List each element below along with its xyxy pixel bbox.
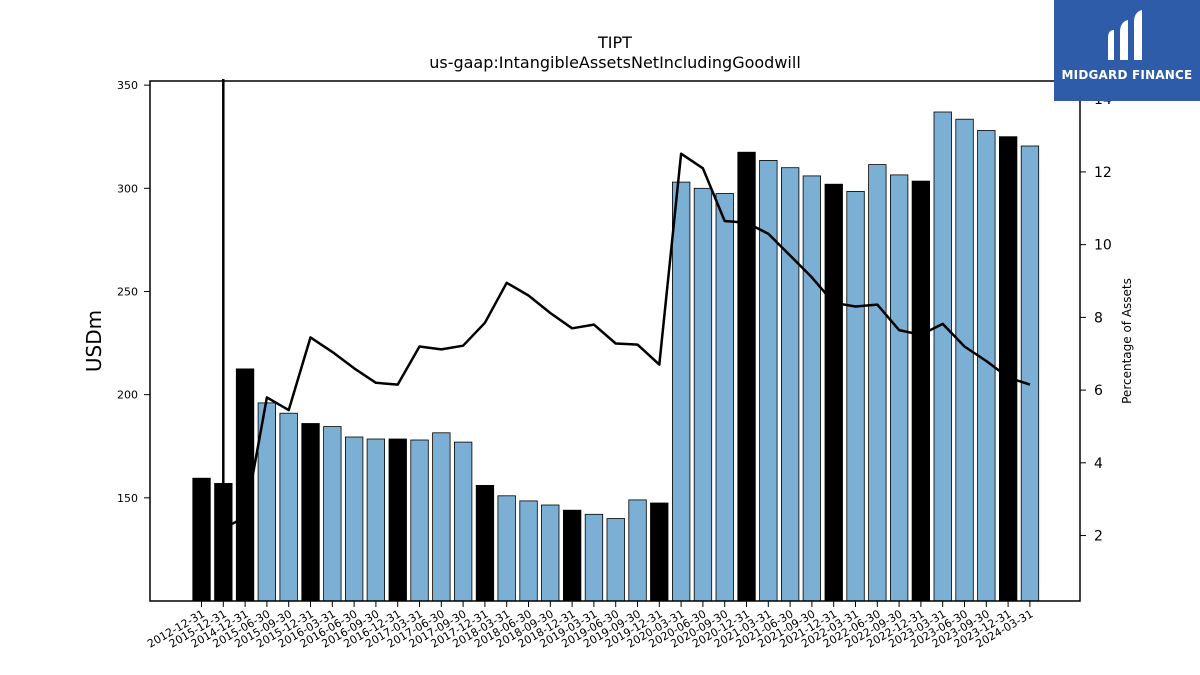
y2-tick-label: 12 bbox=[1094, 165, 1112, 181]
bar bbox=[999, 136, 1018, 602]
bar bbox=[366, 438, 386, 602]
plot-frame bbox=[149, 80, 1081, 602]
bar bbox=[279, 412, 298, 602]
bar bbox=[388, 438, 407, 602]
percentage-line bbox=[222, 79, 1031, 530]
y-tick-label: 250 bbox=[117, 285, 138, 298]
bar bbox=[715, 193, 734, 602]
bar bbox=[432, 432, 451, 602]
y-tick-label: 350 bbox=[117, 79, 138, 92]
bar bbox=[824, 183, 843, 602]
x-axis: 2012-12-312015-12-312014-12-312015-06-30… bbox=[145, 601, 1035, 651]
bar bbox=[890, 174, 909, 602]
chart-title: TIPT bbox=[597, 33, 632, 52]
bar bbox=[759, 159, 778, 602]
bar bbox=[802, 175, 821, 602]
y2-tick-label: 8 bbox=[1094, 310, 1103, 326]
bar bbox=[475, 484, 495, 602]
bar bbox=[192, 477, 211, 602]
bar bbox=[519, 500, 538, 602]
logo-text: MIDGARD FINANCE bbox=[1061, 68, 1193, 82]
chart-subtitle: us-gaap:IntangibleAssetsNetIncludingGood… bbox=[429, 53, 801, 72]
bar bbox=[868, 164, 887, 602]
bars-layer bbox=[192, 111, 1040, 602]
bar bbox=[693, 187, 713, 602]
y2-tick-label: 2 bbox=[1094, 529, 1103, 545]
y2-tick-label: 6 bbox=[1094, 383, 1103, 399]
bar bbox=[584, 513, 604, 602]
bar bbox=[781, 167, 800, 602]
bar bbox=[933, 111, 952, 602]
bar bbox=[628, 499, 647, 602]
bar bbox=[497, 495, 516, 602]
y2-tick-label: 4 bbox=[1094, 456, 1103, 472]
midgard-logo-icon bbox=[1108, 10, 1142, 60]
brand-logo: MIDGARD FINANCE bbox=[1054, 0, 1200, 101]
line-layer bbox=[222, 79, 1031, 530]
y-tick-label: 150 bbox=[117, 492, 138, 505]
bar bbox=[541, 504, 560, 602]
left-axis: 150 200 250 300 350 bbox=[117, 79, 150, 505]
bar bbox=[606, 518, 625, 602]
bar bbox=[911, 180, 930, 602]
bar bbox=[410, 439, 429, 602]
y-tick-label: 300 bbox=[117, 182, 138, 195]
right-axis: 2468101214 bbox=[1080, 92, 1112, 545]
bar bbox=[672, 181, 691, 602]
bar bbox=[344, 436, 364, 602]
bar bbox=[955, 118, 974, 602]
bar bbox=[650, 502, 669, 602]
bar bbox=[563, 509, 582, 602]
bar bbox=[323, 426, 342, 602]
y2-axis-label: Percentage of Assets bbox=[1120, 278, 1134, 404]
bar bbox=[846, 190, 865, 602]
y-tick-label: 200 bbox=[117, 389, 138, 402]
y2-tick-label: 10 bbox=[1094, 238, 1112, 254]
bar bbox=[1020, 145, 1040, 602]
y-axis-label: USDm bbox=[82, 310, 106, 372]
bar bbox=[301, 423, 320, 602]
bar bbox=[737, 151, 756, 602]
bar bbox=[453, 441, 473, 602]
